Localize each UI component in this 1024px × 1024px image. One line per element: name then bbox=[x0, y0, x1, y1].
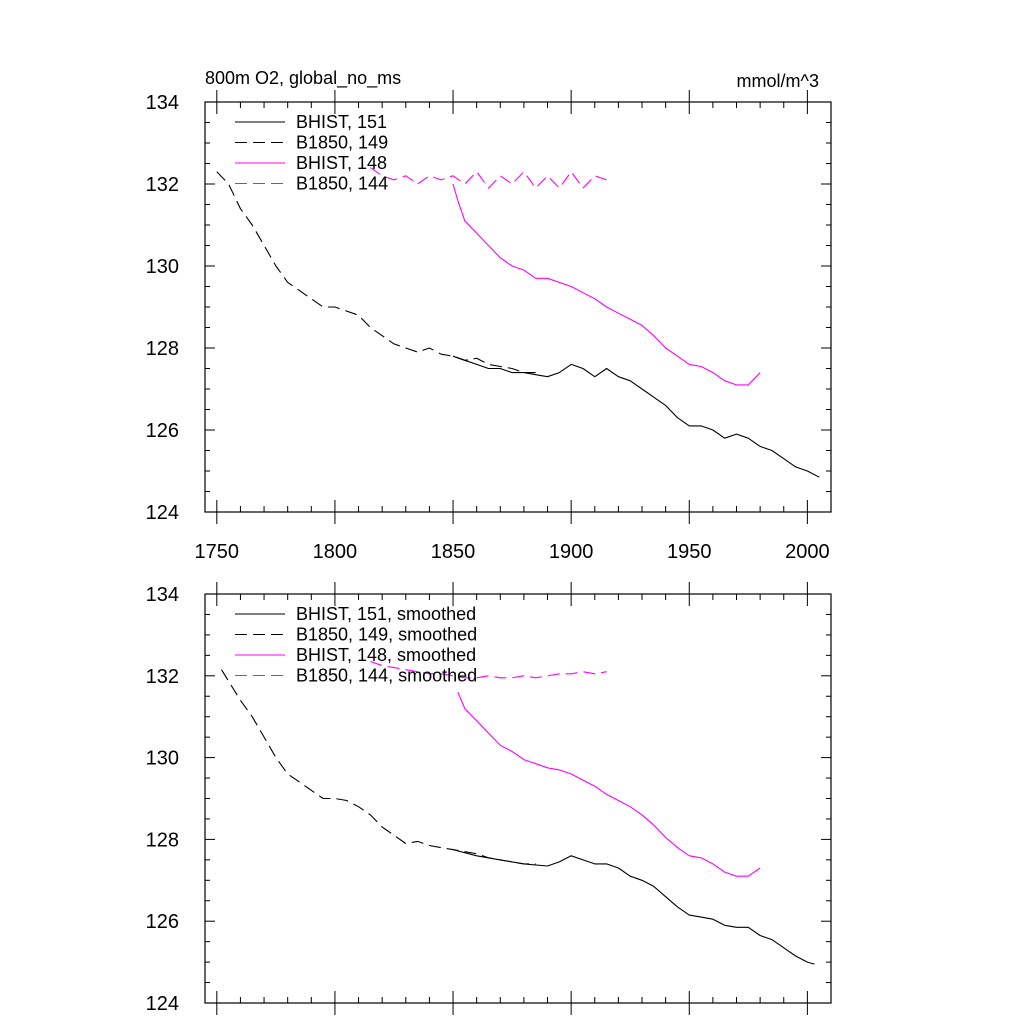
series-line-3 bbox=[457, 691, 761, 877]
y-tick-label: 124 bbox=[146, 993, 179, 1015]
y-tick-label: 124 bbox=[146, 502, 179, 524]
legend-label-4: B1850, 144 bbox=[296, 174, 388, 194]
legend-label-2: B1850, 149, smoothed bbox=[296, 625, 477, 645]
legend-label-1: BHIST, 151 bbox=[296, 112, 387, 132]
x-tick-label: 1800 bbox=[313, 541, 358, 563]
series-line-3 bbox=[452, 183, 761, 386]
chart-panel-1: 124 126 128 130 132 134 1750 1800 1850 1900 1950 20… bbox=[146, 68, 832, 563]
y-tick-label: 126 bbox=[146, 420, 179, 442]
y-tick-label: 134 bbox=[146, 92, 179, 114]
legend-label-3: BHIST, 148, smoothed bbox=[296, 645, 476, 665]
y-tick-label: 128 bbox=[146, 338, 179, 360]
chart-title: 800m O2, global_no_ms bbox=[205, 68, 401, 89]
series-line-4 bbox=[370, 167, 607, 189]
y-tick-label: 126 bbox=[146, 911, 179, 933]
series-line-2 bbox=[221, 669, 536, 865]
y-tick-label: 130 bbox=[146, 748, 179, 770]
y-tick-label: 132 bbox=[146, 666, 179, 688]
x-tick-label: 2000 bbox=[785, 541, 830, 563]
legend-label-2: B1850, 149 bbox=[296, 133, 388, 153]
x-tick-label: 1900 bbox=[549, 541, 594, 563]
x-tick-label: 1750 bbox=[195, 541, 240, 563]
y-tick-label: 134 bbox=[146, 584, 179, 606]
series-line-4 bbox=[370, 660, 607, 679]
y-tick-label: 128 bbox=[146, 829, 179, 851]
legend-label-4: B1850, 144, smoothed bbox=[296, 666, 477, 686]
series-line-1 bbox=[452, 849, 815, 965]
legend-label-3: BHIST, 148 bbox=[296, 153, 387, 173]
series-line-1 bbox=[452, 355, 820, 478]
units-label: mmol/m^3 bbox=[737, 71, 819, 91]
legend-label-1: BHIST, 151, smoothed bbox=[296, 604, 476, 624]
y-tick-label: 132 bbox=[146, 174, 179, 196]
x-tick-label: 1950 bbox=[667, 541, 712, 563]
series-line-2 bbox=[216, 171, 536, 374]
x-tick-label: 1850 bbox=[431, 541, 476, 563]
y-tick-label: 130 bbox=[146, 256, 179, 278]
